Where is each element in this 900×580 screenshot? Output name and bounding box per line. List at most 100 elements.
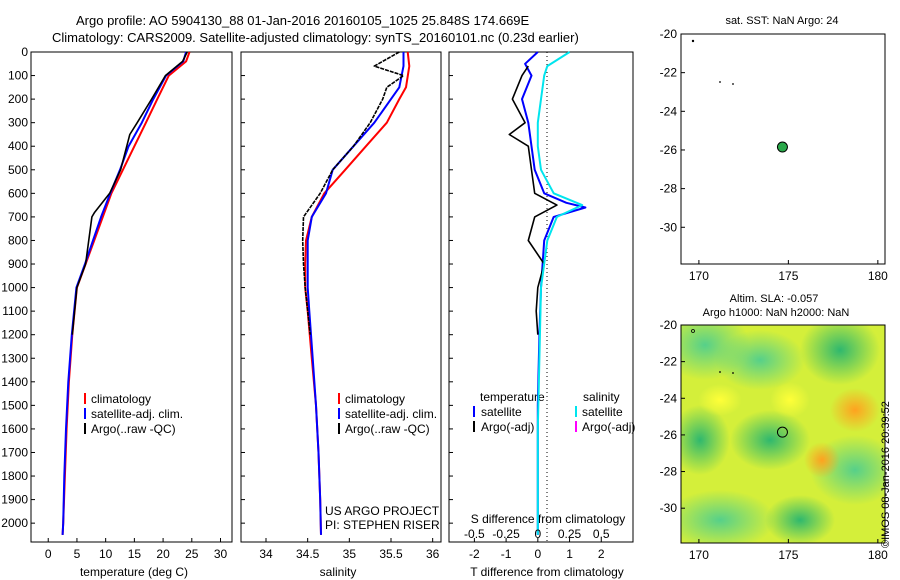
y-tick-label: -24 bbox=[660, 391, 678, 405]
x-tick-label: 25 bbox=[185, 547, 199, 561]
y-tick-label: 1400 bbox=[1, 375, 28, 389]
project-annotation: US ARGO PROJECT bbox=[325, 504, 440, 518]
x-tick-label: 175 bbox=[778, 269, 798, 283]
y-tick-label: -20 bbox=[660, 318, 678, 332]
y-tick-label: 600 bbox=[8, 186, 28, 200]
y-tick-label: 800 bbox=[8, 233, 28, 247]
y-tick-label: 300 bbox=[8, 116, 28, 130]
series-line bbox=[304, 51, 411, 535]
y-tick-label: -20 bbox=[660, 27, 678, 41]
y-tick-label: 200 bbox=[8, 92, 28, 106]
difference-legend: temperature salinity satellite Argo(-adj… bbox=[473, 390, 635, 434]
top-x-tick-label: 0.5 bbox=[593, 527, 610, 541]
sst-map-frame bbox=[680, 33, 886, 265]
x-tick-label: 0 bbox=[534, 547, 541, 561]
figure-title-line2: Climatology: CARS2009. Satellite-adjuste… bbox=[52, 30, 579, 45]
salinity-legend: climatology satellite-adj. clim. Argo(..… bbox=[338, 392, 437, 436]
y-tick-label: -26 bbox=[660, 428, 678, 442]
difference-top-xlabel: S difference from climatology bbox=[471, 512, 626, 526]
y-tick-label: 1000 bbox=[1, 281, 28, 295]
legend-label: climatology bbox=[345, 392, 405, 406]
y-tick-label: -24 bbox=[660, 104, 678, 118]
x-tick-label: 170 bbox=[689, 269, 709, 283]
credit-text: ©IMOS 08-Jan-2016 20:39:52 bbox=[880, 401, 892, 548]
x-tick-label: 34 bbox=[259, 547, 273, 561]
salinity-xlabel: salinity bbox=[320, 565, 357, 579]
series-line bbox=[508, 65, 558, 335]
x-tick-label: -1 bbox=[501, 547, 512, 561]
series-line bbox=[301, 51, 405, 335]
x-tick-label: 180 bbox=[868, 269, 888, 283]
x-tick-label: 35 bbox=[343, 547, 357, 561]
map-dot bbox=[719, 81, 721, 83]
map-dot bbox=[732, 83, 734, 85]
top-x-tick-label: -0.25 bbox=[492, 527, 520, 541]
x-tick-label: 34.5 bbox=[296, 547, 320, 561]
y-tick-label: 0 bbox=[21, 45, 28, 59]
sla-map-title-line1: Altim. SLA: -0.057 bbox=[730, 293, 819, 305]
legend-label: Argo(-adj) bbox=[481, 420, 534, 434]
map-dot bbox=[732, 372, 734, 374]
temperature-plot-frame bbox=[30, 51, 233, 543]
top-x-tick-label: 0 bbox=[534, 527, 541, 541]
x-tick-label: -2 bbox=[469, 547, 480, 561]
y-tick-label: 1900 bbox=[1, 493, 28, 507]
x-tick-label: 1 bbox=[566, 547, 573, 561]
difference-plot-frame bbox=[448, 51, 634, 543]
pi-annotation: PI: STEPHEN RISER bbox=[325, 518, 440, 532]
y-tick-label: 1100 bbox=[2, 304, 28, 318]
legend-label: satellite-adj. clim. bbox=[345, 407, 437, 421]
x-tick-label: 20 bbox=[156, 547, 170, 561]
y-tick-label: -30 bbox=[660, 220, 678, 234]
x-tick-label: 15 bbox=[128, 547, 142, 561]
x-tick-label: 175 bbox=[778, 548, 798, 562]
y-tick-label: -30 bbox=[660, 501, 678, 515]
y-tick-label: -28 bbox=[660, 182, 678, 196]
profile-location-marker bbox=[776, 426, 788, 438]
legend-title-temperature: temperature bbox=[480, 390, 545, 404]
y-tick-label: 1200 bbox=[1, 328, 28, 342]
difference-xlabel: T difference from climatology bbox=[470, 565, 624, 579]
y-tick-label: 1700 bbox=[1, 445, 28, 459]
legend-label: Argo(..raw -QC) bbox=[91, 422, 176, 436]
top-x-tick-label: -0.5 bbox=[464, 527, 485, 541]
y-tick-label: -26 bbox=[660, 143, 678, 157]
top-x-tick-label: 0.25 bbox=[558, 527, 582, 541]
x-tick-label: 36 bbox=[426, 547, 440, 561]
y-tick-label: -22 bbox=[660, 355, 678, 369]
temperature-xlabel: temperature (deg C) bbox=[80, 565, 188, 579]
y-tick-label: 100 bbox=[8, 69, 28, 83]
y-tick-label: 900 bbox=[8, 257, 28, 271]
legend-title-salinity: salinity bbox=[583, 390, 620, 404]
series-line bbox=[521, 51, 587, 535]
legend-label: satellite-adj. clim. bbox=[91, 407, 183, 421]
y-tick-label: 1300 bbox=[1, 351, 28, 365]
y-tick-label: -22 bbox=[660, 66, 678, 80]
legend-label: Argo(-adj) bbox=[582, 420, 635, 434]
series-line bbox=[71, 51, 188, 335]
y-tick-label: 400 bbox=[8, 139, 28, 153]
series-line bbox=[61, 51, 191, 535]
series-line bbox=[61, 51, 188, 535]
x-tick-label: 2 bbox=[598, 547, 605, 561]
y-tick-label: 700 bbox=[8, 210, 28, 224]
y-tick-label: 500 bbox=[8, 163, 28, 177]
map-dot bbox=[691, 39, 695, 43]
x-tick-label: 10 bbox=[99, 547, 113, 561]
x-tick-label: 0 bbox=[45, 547, 52, 561]
legend-label: climatology bbox=[91, 392, 151, 406]
legend-label: Argo(..raw -QC) bbox=[345, 422, 430, 436]
temperature-legend: climatology satellite-adj. clim. Argo(..… bbox=[84, 392, 183, 436]
map-dot bbox=[719, 371, 721, 373]
sla-heatmap bbox=[681, 325, 885, 543]
figure-title-line1: Argo profile: AO 5904130_88 01-Jan-2016 … bbox=[76, 13, 530, 28]
profile-location-marker bbox=[776, 141, 788, 153]
sla-map-frame bbox=[680, 324, 886, 544]
x-tick-label: 35.5 bbox=[379, 547, 403, 561]
map-dot bbox=[691, 329, 695, 333]
y-tick-label: 1800 bbox=[1, 469, 28, 483]
x-tick-label: 30 bbox=[214, 547, 228, 561]
x-tick-label: 170 bbox=[689, 548, 709, 562]
salinity-plot-frame bbox=[240, 51, 442, 543]
